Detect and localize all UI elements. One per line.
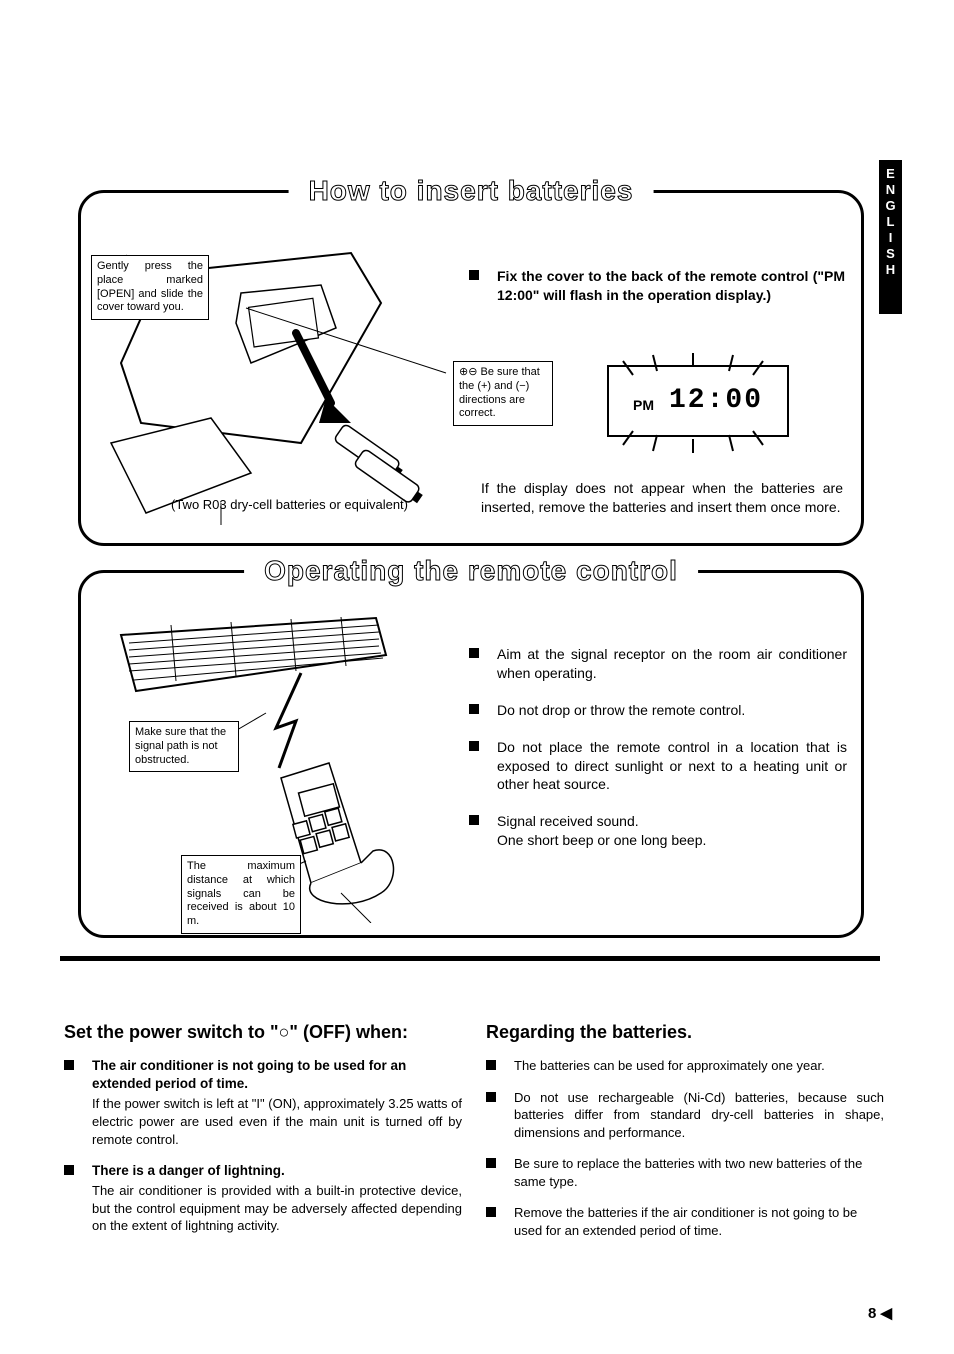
left-item-0-bold: The air conditioner is not going to be u…: [92, 1057, 462, 1093]
right-col-list: The batteries can be used for approximat…: [486, 1057, 884, 1239]
callout-battery-type: (Two R03 dry-cell batteries or equivalen…: [171, 497, 408, 512]
left-item-0-body: If the power switch is left at "I" (ON),…: [92, 1095, 462, 1148]
panel-insert-batteries: How to insert batteries Gently press the…: [78, 190, 864, 546]
left-column: Set the power switch to "○" (OFF) when: …: [64, 1022, 462, 1253]
panel1-fix-cover: Fix the cover to the back of the remote …: [469, 267, 845, 323]
left-item-0: The air conditioner is not going to be u…: [64, 1057, 462, 1148]
right-item-1: Do not use rechargeable (Ni-Cd) batterie…: [486, 1089, 884, 1142]
panel1-no-display-text: If the display does not appear when the …: [481, 479, 843, 517]
right-item-2: Be sure to replace the batteries with tw…: [486, 1155, 884, 1190]
left-col-list: The air conditioner is not going to be u…: [64, 1057, 462, 1235]
divider: [60, 956, 880, 961]
bottom-columns: Set the power switch to "○" (OFF) when: …: [64, 1022, 884, 1253]
left-item-1-body: The air conditioner is provided with a b…: [92, 1182, 462, 1235]
panel2-bullet-3: Signal received sound. One short beep or…: [469, 812, 847, 850]
fix-cover-text: Fix the cover to the back of the remote …: [497, 268, 845, 303]
right-column: Regarding the batteries. The batteries c…: [486, 1022, 884, 1253]
callout-signal-path: Make sure that the signal path is not ob…: [129, 721, 239, 772]
panel2-bullet-2: Do not place the remote control in a loc…: [469, 738, 847, 795]
panel1-title: How to insert batteries: [289, 175, 654, 207]
panel2-bullets: Aim at the signal receptor on the room a…: [469, 645, 847, 868]
page-number: 8: [868, 1304, 892, 1322]
left-item-1-bold: There is a danger of lightning.: [92, 1162, 462, 1180]
right-item-0: The batteries can be used for approximat…: [486, 1057, 884, 1075]
lcd-flash-icon: [593, 353, 803, 453]
panel2-bullet-1: Do not drop or throw the remote control.: [469, 701, 847, 720]
left-col-heading: Set the power switch to "○" (OFF) when:: [64, 1022, 462, 1043]
right-item-3: Remove the batteries if the air conditio…: [486, 1204, 884, 1239]
panel-operating-remote: Operating the remote control: [78, 570, 864, 938]
left-item-1: There is a danger of lightning. The air …: [64, 1162, 462, 1235]
language-tab: ENGLISH: [879, 160, 902, 314]
callout-max-distance: The maximum distance at which signals ca…: [181, 855, 301, 934]
panel2-title: Operating the remote control: [244, 555, 698, 587]
callout-open: Gently press the place marked [OPEN] and…: [91, 255, 209, 320]
right-col-heading: Regarding the batteries.: [486, 1022, 884, 1043]
callout-polarity: ⊕⊖ Be sure that the (+) and (−) directio…: [453, 361, 553, 426]
panel2-bullet-0: Aim at the signal receptor on the room a…: [469, 645, 847, 683]
